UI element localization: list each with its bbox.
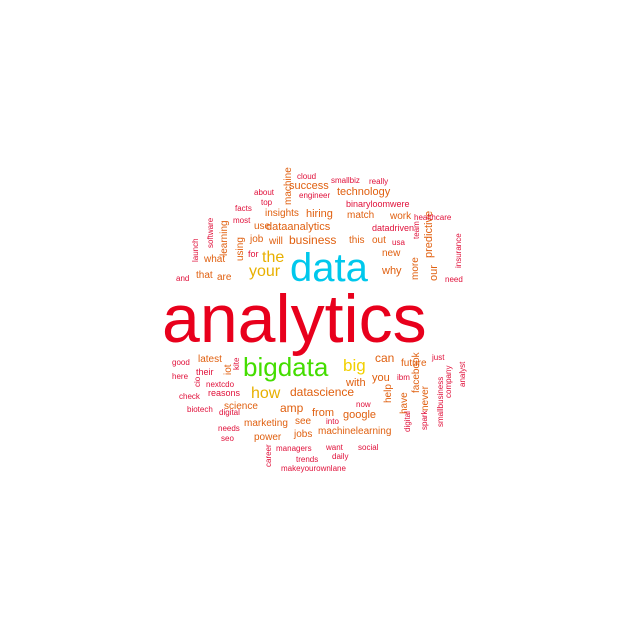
word-what: what <box>203 254 225 265</box>
word-data: data <box>290 246 369 290</box>
word-biotech: biotech <box>187 405 213 414</box>
word-team: team <box>412 221 421 239</box>
word-kite: kite <box>232 357 241 370</box>
word-iot: iot <box>223 364 234 375</box>
word-top: top <box>261 198 273 207</box>
word-you: you <box>372 372 390 384</box>
word-why: why <box>381 265 402 277</box>
word-that: that <box>196 270 213 281</box>
word-seo: seo <box>221 434 234 443</box>
word-usa: usa <box>392 238 405 247</box>
word-future: future <box>401 358 427 369</box>
word-marketing: marketing <box>244 418 288 429</box>
word-with: with <box>345 377 366 389</box>
word-really: really <box>369 177 388 186</box>
word-google: google <box>343 409 376 421</box>
word-never: never <box>420 385 431 411</box>
word-just: just <box>431 353 445 362</box>
word-use: use <box>254 221 271 232</box>
word-using: using <box>235 237 246 261</box>
word-power: power <box>254 432 282 443</box>
word-daily: daily <box>332 452 348 461</box>
word-this: this <box>349 235 365 246</box>
word-hiring: hiring <box>306 208 333 220</box>
word-software: software <box>206 217 215 248</box>
word-for: for <box>248 249 259 259</box>
word-trends: trends <box>296 455 318 464</box>
word-career: career <box>264 444 273 467</box>
word-insurance: insurance <box>454 233 463 268</box>
word-company: company <box>444 366 453 398</box>
word-out: out <box>372 235 386 246</box>
word-ibm: ibm <box>397 373 410 382</box>
word-success: success <box>289 180 329 192</box>
word-check: check <box>179 392 201 401</box>
word-from: from <box>312 407 334 419</box>
word-now: now <box>356 400 371 409</box>
word-job: job <box>249 234 264 245</box>
word-technology: technology <box>337 186 391 198</box>
word-datascience: datascience <box>290 385 354 399</box>
word-our: our <box>428 265 440 281</box>
word-dataanalytics: dataanalytics <box>266 221 331 233</box>
word-reasons: reasons <box>208 388 241 398</box>
word-help: help <box>383 384 394 403</box>
word-business: business <box>289 233 336 247</box>
word-facebook: facebook <box>411 351 422 393</box>
word-machinelearning: machinelearning <box>318 426 391 437</box>
word-digital: digital <box>219 408 240 417</box>
word-analytics: analytics <box>162 281 427 357</box>
word-science: science <box>224 401 258 412</box>
word-need: need <box>445 275 463 284</box>
word-healthcare: healthcare <box>414 213 452 222</box>
word-engineer: engineer <box>299 191 330 200</box>
word-predictive: predictive <box>423 211 435 258</box>
word-makeyourownlane: makeyourownlane <box>281 464 346 473</box>
word-can: can <box>375 351 394 365</box>
word-your: your <box>249 263 281 280</box>
word-and: and <box>176 274 189 283</box>
word-jobs: jobs <box>293 429 312 440</box>
word-new: new <box>382 248 401 259</box>
word-their: their <box>196 367 214 377</box>
word-cio: cio <box>193 376 202 387</box>
word-the: the <box>262 249 284 266</box>
word-good: good <box>172 358 190 367</box>
word-latest: latest <box>198 354 222 365</box>
word-facts: facts <box>235 204 252 213</box>
word-work: work <box>389 211 412 222</box>
word-big: big <box>343 356 366 375</box>
word-machine: machine <box>283 167 294 205</box>
word-match: match <box>347 210 374 221</box>
word-datadriven: datadriven <box>372 223 414 233</box>
word-insights: insights <box>265 208 299 219</box>
word-into: into <box>326 417 339 426</box>
word-will: will <box>268 236 283 247</box>
word-binaryloomwere: binaryloomwere <box>346 199 410 209</box>
word-about: about <box>254 188 275 197</box>
word-nextcdo: nextcdo <box>206 380 235 389</box>
word-managers: managers <box>276 444 312 453</box>
word-more: more <box>410 257 421 280</box>
word-needs: needs <box>218 424 240 433</box>
word-bigdata: bigdata <box>243 352 329 382</box>
word-how: how <box>251 385 281 402</box>
word-see: see <box>295 416 312 427</box>
word-smallbiz: smallbiz <box>331 176 360 185</box>
word-cloud: cloud <box>297 172 316 181</box>
word-spark: spark <box>420 409 429 430</box>
word-smallbusiness: smallbusiness <box>436 377 445 427</box>
word-are: are <box>217 272 232 283</box>
word-have: have <box>399 392 410 414</box>
word-launch: launch <box>191 238 200 262</box>
word-analyst: analyst <box>458 361 467 387</box>
word-social: social <box>358 443 379 452</box>
word-want: want <box>325 443 344 452</box>
word-most: most <box>233 216 251 225</box>
word-digital: digital <box>403 411 412 432</box>
word-learning: learning <box>219 220 230 256</box>
word-amp: amp <box>280 401 304 415</box>
word-here: here <box>172 372 189 381</box>
